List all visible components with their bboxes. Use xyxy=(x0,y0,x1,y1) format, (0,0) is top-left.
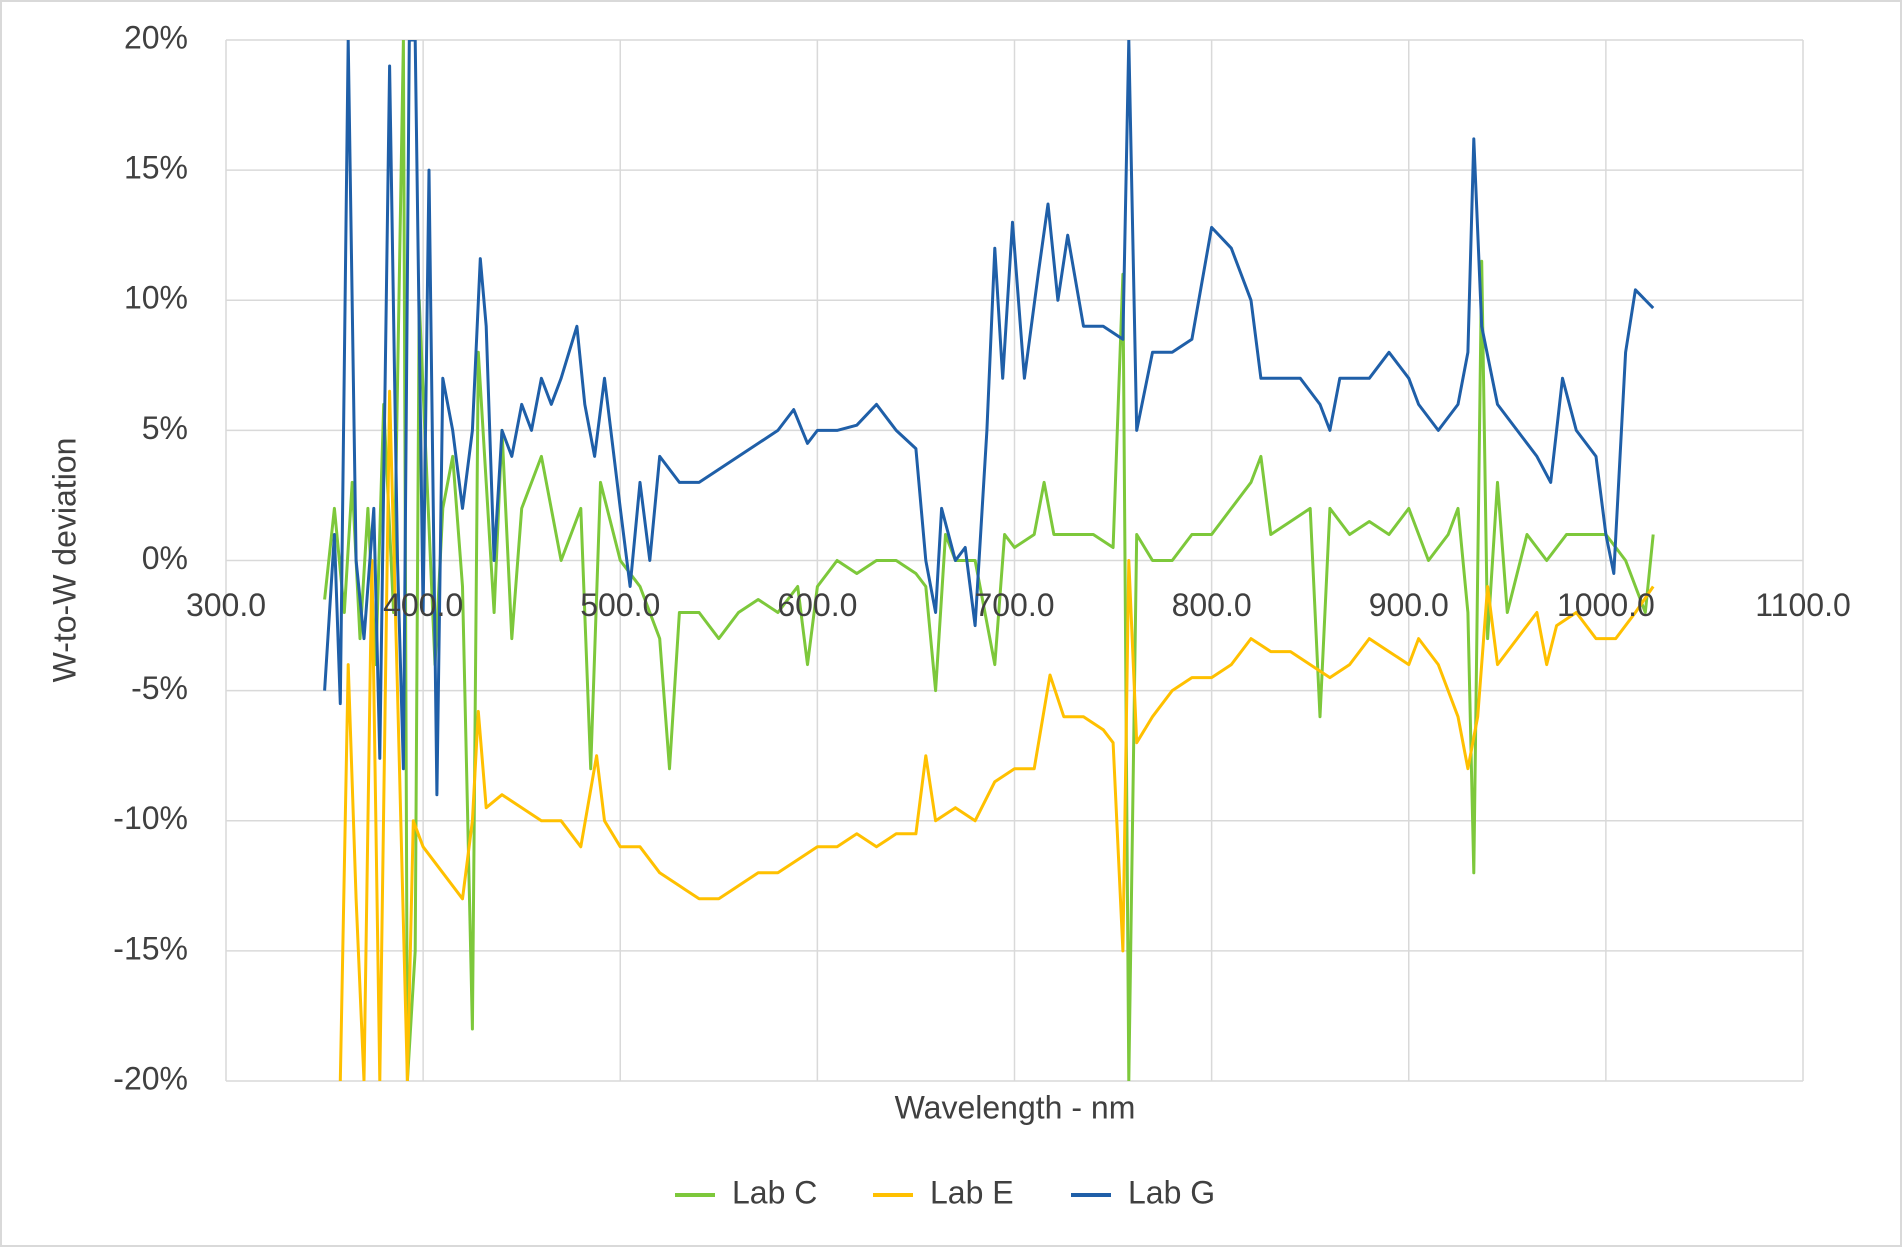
y-tick-label: 5% xyxy=(142,410,188,446)
series-line xyxy=(338,389,1655,1081)
y-tick-label: 0% xyxy=(142,540,188,576)
x-tick-label: 900.0 xyxy=(1369,587,1449,623)
legend: Lab C Lab E Lab G xyxy=(675,1174,1215,1210)
y-tick-label: 15% xyxy=(124,150,188,186)
legend-label: Lab E xyxy=(930,1174,1014,1210)
x-tick-label: 500.0 xyxy=(580,587,660,623)
tick-labels: -20% -15% -10% -5% 0% 5% 10% 15% 20% 300.0 400.0 50… xyxy=(113,19,1850,1096)
series-line xyxy=(323,40,1655,1081)
x-axis-title: Wavelength - nm xyxy=(895,1089,1136,1125)
x-tick-label: 800.0 xyxy=(1172,587,1252,623)
plot-lines xyxy=(323,40,1655,1081)
y-tick-label: -10% xyxy=(113,800,188,836)
x-tick-label: 600.0 xyxy=(777,587,857,623)
x-tick-label: 400.0 xyxy=(383,587,463,623)
x-tick-label: 1000.0 xyxy=(1557,587,1655,623)
x-tick-label: 1100.0 xyxy=(1755,587,1851,623)
y-tick-label: -20% xyxy=(113,1060,188,1096)
y-axis-title: W-to-W deviation xyxy=(46,438,82,683)
series-line xyxy=(323,40,1655,797)
y-tick-label: -15% xyxy=(113,930,188,966)
x-tick-label: 300.0 xyxy=(186,587,266,623)
x-tick-label: 700.0 xyxy=(974,587,1054,623)
legend-label: Lab C xyxy=(732,1174,817,1210)
y-tick-label: 20% xyxy=(124,19,188,55)
y-tick-label: 10% xyxy=(124,280,188,316)
legend-label: Lab G xyxy=(1128,1174,1215,1210)
y-tick-label: -5% xyxy=(131,670,188,706)
